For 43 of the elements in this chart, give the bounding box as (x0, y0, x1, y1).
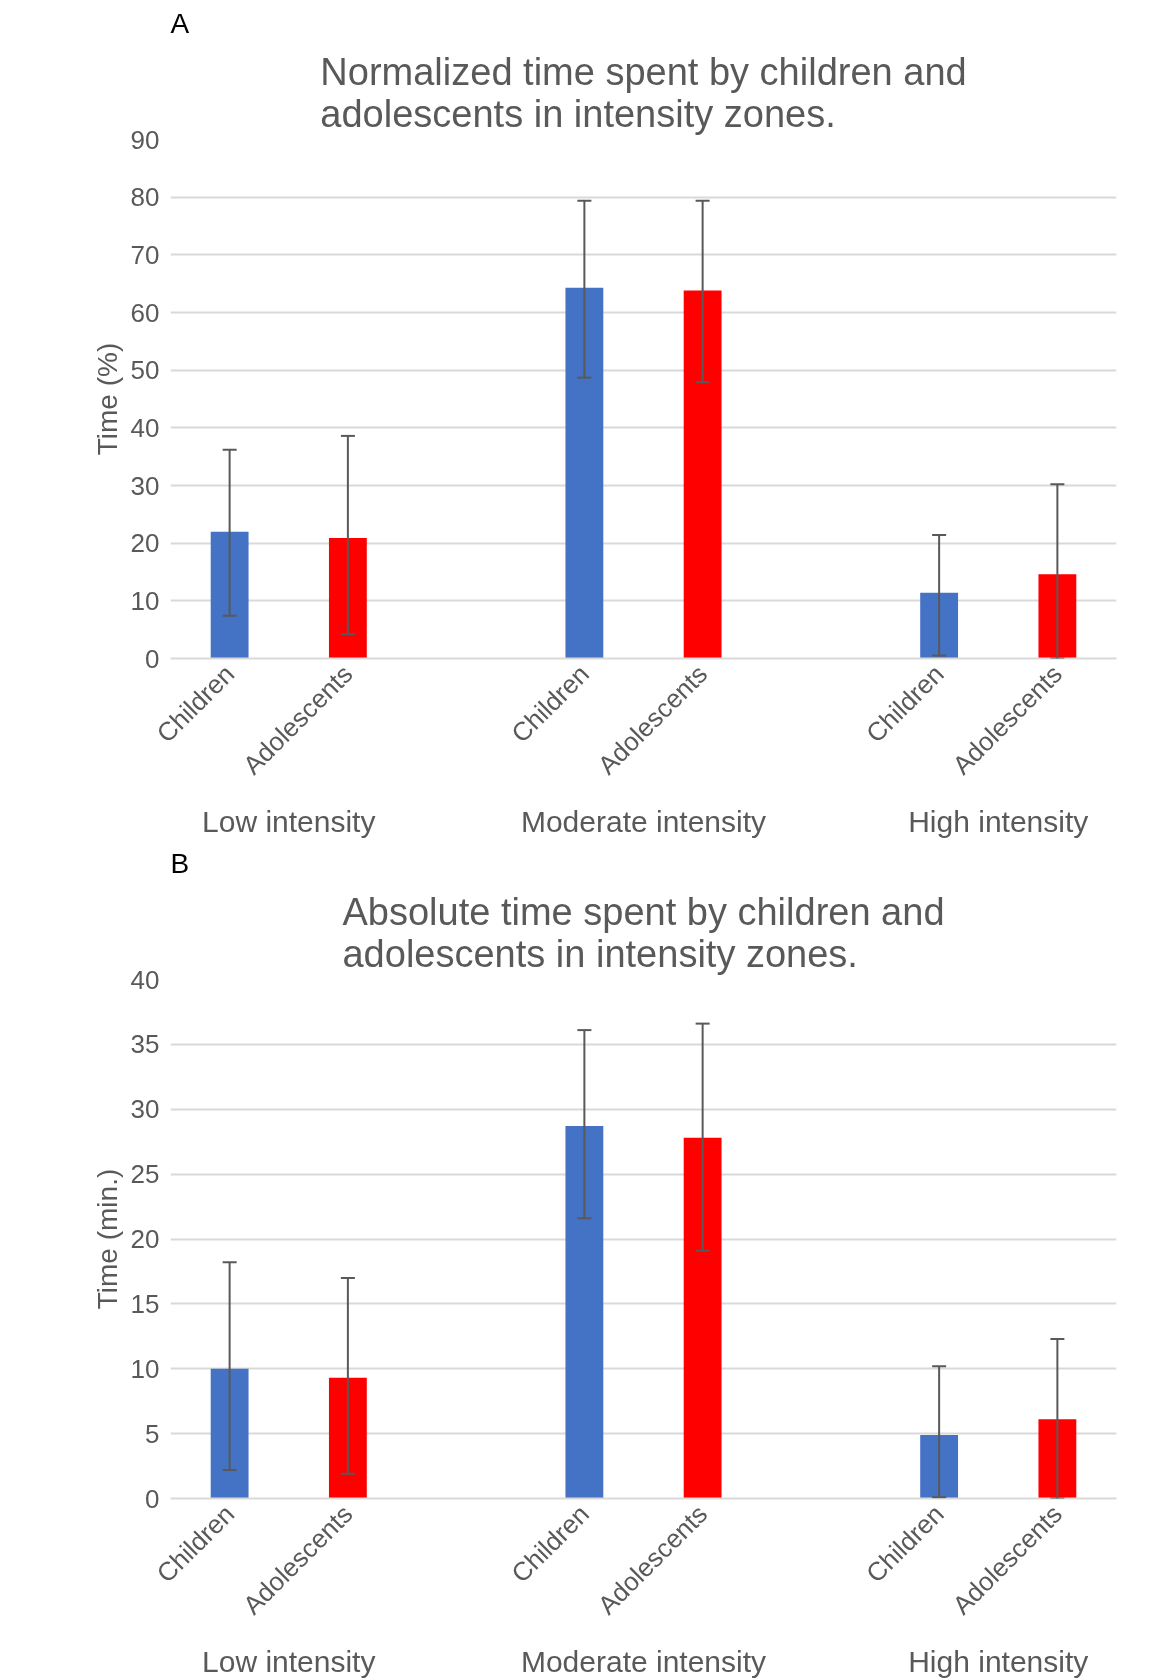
y-tick-label: 50 (130, 355, 160, 386)
text: Moderate intensity (520, 804, 767, 838)
bar (920, 1434, 959, 1499)
bar (328, 1377, 367, 1499)
y-tick-label: 40 (130, 964, 160, 995)
y-tick-label: 40 (130, 412, 160, 443)
y-tick-label: 15 (130, 1288, 160, 1319)
bar (683, 1137, 722, 1499)
y-tick-label: 25 (130, 1159, 160, 1190)
bar (328, 537, 367, 659)
y-tick-label: 90 (130, 124, 160, 155)
y-tick-label: 35 (130, 1029, 160, 1060)
y-axis-title: Time (%) (91, 342, 123, 456)
y-tick-label: 10 (130, 1353, 160, 1384)
bar (1038, 1419, 1077, 1499)
bar (210, 1368, 249, 1499)
bar (565, 287, 604, 659)
chart-title: Absolute time spent by children and adolescents in intensity zones. (342, 890, 945, 975)
y-tick-label: 30 (130, 1094, 160, 1125)
y-tick-label: 70 (130, 239, 160, 270)
text: High intensity (908, 804, 1089, 838)
bar (210, 531, 249, 659)
bar (565, 1126, 604, 1499)
y-axis-title: Time (min.) (91, 1168, 123, 1310)
text: Low intensity (202, 1644, 376, 1678)
y-tick-label: 5 (145, 1418, 160, 1449)
bar (683, 290, 722, 659)
text: B (170, 847, 190, 879)
y-tick-label: 20 (130, 1224, 160, 1254)
y-tick-label: 0 (145, 643, 160, 674)
text: High intensity (908, 1644, 1089, 1678)
y-tick-label: 20 (130, 528, 160, 559)
bar (1038, 574, 1077, 659)
y-tick-label: 0 (145, 1483, 160, 1514)
y-tick-label: 60 (130, 297, 160, 328)
text: A (170, 7, 190, 39)
text: Low intensity (202, 804, 376, 838)
bar (920, 592, 959, 659)
y-tick-label: 30 (130, 470, 160, 501)
text: Moderate intensity (520, 1644, 767, 1678)
y-tick-label: 10 (130, 585, 160, 616)
y-tick-label: 80 (130, 182, 160, 213)
chart-title: Normalized time spent by children and adolescents in intensity zones. (320, 50, 967, 135)
